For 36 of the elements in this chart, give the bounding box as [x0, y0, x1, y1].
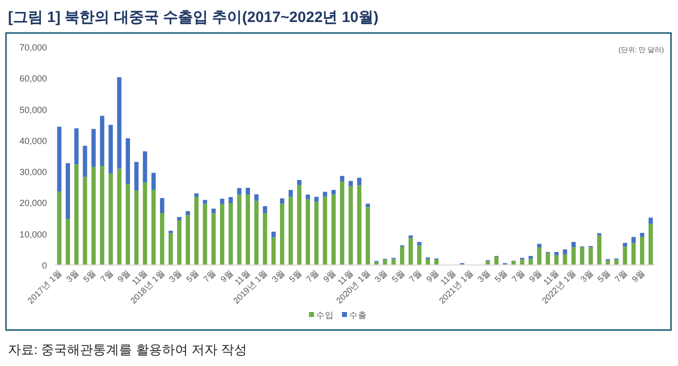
- x-tick-label: 3월: [578, 267, 596, 284]
- chart-title: [그림 1] 북한의 대중국 수출입 추이(2017~2022년 10월): [8, 9, 379, 26]
- y-tick-label: 40,000: [19, 136, 47, 146]
- y-tick-label: 70,000: [19, 42, 47, 52]
- x-tick-label: 7월: [510, 267, 527, 284]
- y-tick-label: 0: [42, 260, 47, 270]
- y-tick-label: 60,000: [19, 74, 47, 84]
- x-tick-label: 5월: [492, 267, 510, 284]
- y-tick-label: 10,000: [19, 229, 47, 240]
- x-tick-label: 5월: [81, 267, 98, 284]
- x-tick-label: 7월: [612, 267, 630, 284]
- x-tick-label: 7월: [406, 267, 424, 284]
- y-tick-label: 50,000: [19, 104, 47, 115]
- legend-label: 수입: [316, 310, 334, 320]
- text: 자료: 중국해관통계를 활용하여 저자 작성: [8, 342, 248, 357]
- x-tick-label: 3월: [64, 267, 81, 284]
- x-tick-label: 3월: [270, 267, 287, 284]
- x-tick-label: 3월: [372, 267, 390, 284]
- x-tick-label: 5월: [595, 267, 612, 284]
- x-tick-label: 7월: [98, 267, 116, 284]
- x-tick-label: 9월: [115, 267, 132, 284]
- y-tick-label: 20,000: [19, 198, 47, 208]
- x-tick-label: 5월: [390, 267, 407, 284]
- x-tick-label: 5월: [184, 267, 201, 284]
- x-tick-label: 3월: [475, 267, 492, 284]
- x-tick-label: 7월: [201, 267, 218, 284]
- x-tick-label: 3월: [166, 267, 184, 284]
- x-tick-label: 9월: [218, 267, 236, 284]
- x-tick-label: 9월: [526, 267, 544, 284]
- x-tick-label: 9월: [630, 267, 647, 284]
- legend-label: 수출: [349, 310, 367, 320]
- x-tick-label: 9월: [321, 267, 338, 284]
- x-tick-label: 9월: [424, 267, 441, 284]
- x-tick-label: 7월: [304, 267, 321, 284]
- y-tick-label: 30,000: [19, 167, 47, 178]
- x-tick-label: 5월: [286, 267, 304, 284]
